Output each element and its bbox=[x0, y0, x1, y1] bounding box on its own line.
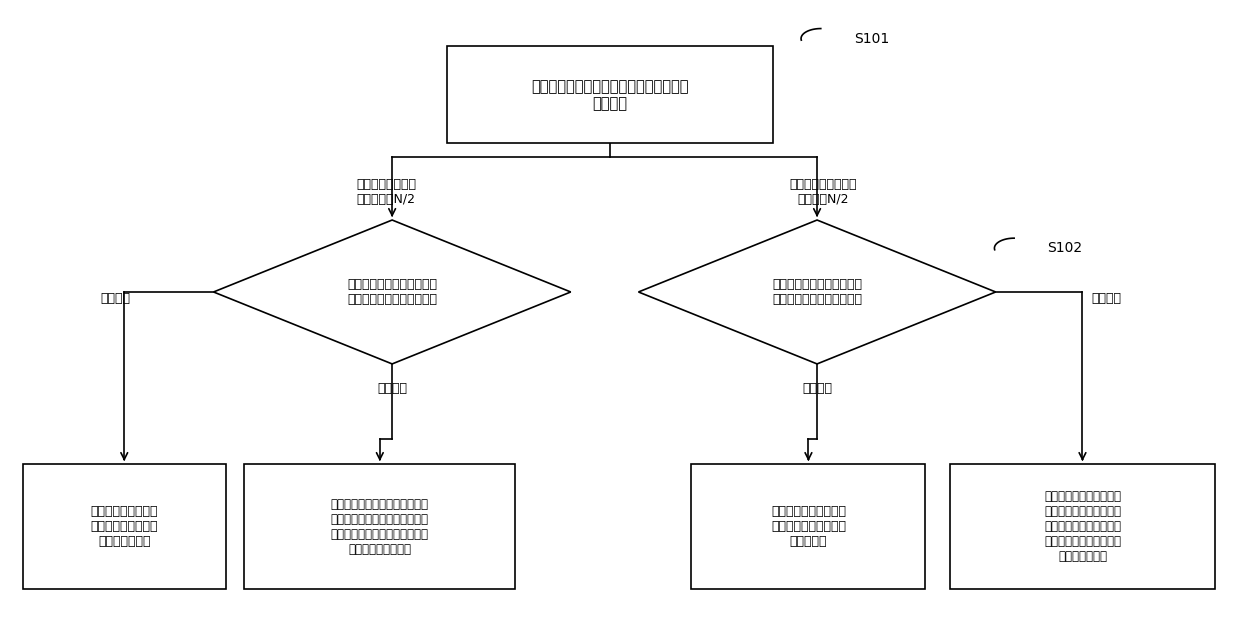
Text: 在上桥臂投入子模块数量
变化率等于第二变化率设
定值时，切除上桥臂中的
桥臂电抗器并投入下桥臂
中的桥臂电抗器: 在上桥臂投入子模块数量 变化率等于第二变化率设 定值时，切除上桥臂中的 桥臂电抗… bbox=[1044, 490, 1121, 563]
Text: 判断上桥臂投入的子模块数
量处于增加阶段或减少阶段: 判断上桥臂投入的子模块数 量处于增加阶段或减少阶段 bbox=[347, 278, 438, 306]
Text: 减少阶段: 减少阶段 bbox=[1091, 292, 1121, 305]
Text: 上桥臂投入的子模
块数量小于N/2: 上桥臂投入的子模 块数量小于N/2 bbox=[356, 178, 415, 206]
Text: 在上桥臂投入子模块数量变化率
等于第一变化率设定值时，切除
下桥臂中的桥臂电抗器并投入上
桥臂中的桥臂电抗器: 在上桥臂投入子模块数量变化率 等于第一变化率设定值时，切除 下桥臂中的桥臂电抗器… bbox=[331, 498, 429, 555]
Text: 获取模块化多电平换流器上桥臂投入的子
模块数量: 获取模块化多电平换流器上桥臂投入的子 模块数量 bbox=[532, 79, 689, 111]
Text: S102: S102 bbox=[1048, 241, 1083, 255]
Text: 判断上桥臂投入的子模块数
量处于增加阶段或减少阶段: 判断上桥臂投入的子模块数 量处于增加阶段或减少阶段 bbox=[773, 278, 862, 306]
Polygon shape bbox=[213, 220, 570, 364]
Text: 切除下桥臂中的桥臂电
抗器并投入上桥臂中的
桥臂电抗器: 切除下桥臂中的桥臂电 抗器并投入上桥臂中的 桥臂电抗器 bbox=[771, 505, 846, 548]
Text: 切除上桥臂中的桥臂
电抗器并投入下桥臂
中的桥臂电抗器: 切除上桥臂中的桥臂 电抗器并投入下桥臂 中的桥臂电抗器 bbox=[91, 505, 157, 548]
Text: S101: S101 bbox=[854, 32, 889, 46]
Bar bbox=[22, 464, 226, 589]
Bar bbox=[950, 464, 1215, 589]
Bar bbox=[446, 46, 774, 143]
Bar bbox=[692, 464, 925, 589]
Text: 增加阶段: 增加阶段 bbox=[802, 382, 832, 396]
Text: 上桥臂投入的子模块
数量大于N/2: 上桥臂投入的子模块 数量大于N/2 bbox=[790, 178, 857, 206]
Polygon shape bbox=[639, 220, 996, 364]
Bar bbox=[244, 464, 516, 589]
Text: 减少阶段: 减少阶段 bbox=[100, 292, 130, 305]
Text: 增加阶段: 增加阶段 bbox=[377, 382, 407, 396]
